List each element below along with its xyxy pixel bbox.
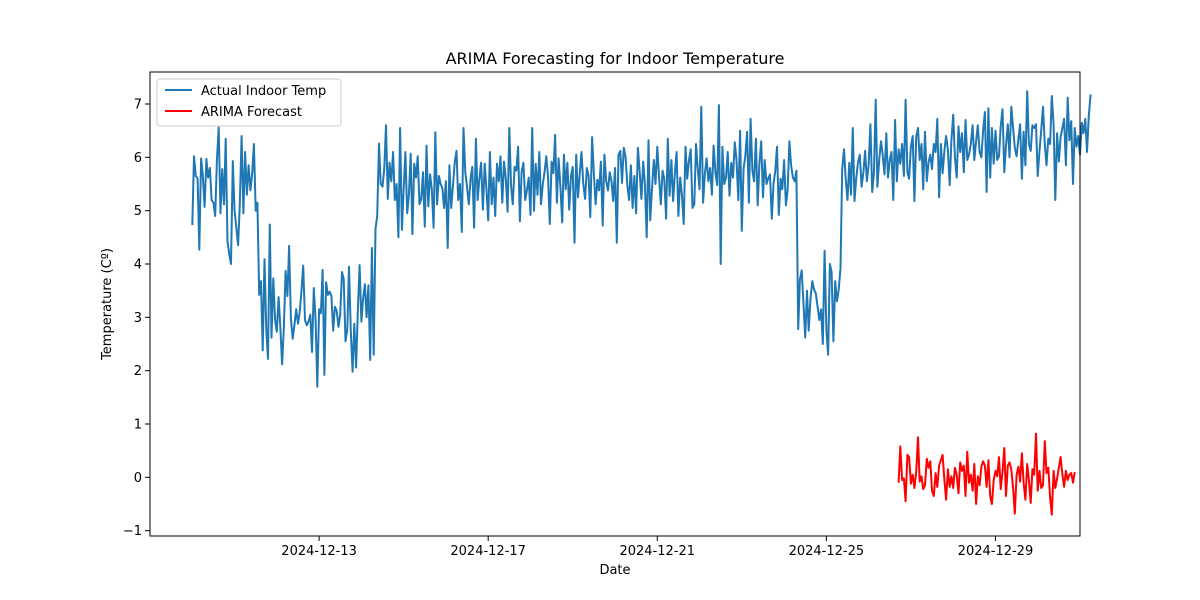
y-tick-label: 1 (134, 418, 142, 433)
x-axis-label: Date (599, 563, 630, 578)
y-tick-label: 0 (134, 471, 142, 486)
series-line-actual (191, 90, 1092, 388)
y-tick-label: 2 (134, 364, 142, 379)
x-tick-label: 2024-12-29 (958, 544, 1034, 559)
plot-frame (149, 71, 1081, 537)
legend: Actual Indoor Temp ARIMA Forecast (156, 78, 342, 127)
y-tick-label: 4 (134, 258, 142, 273)
chart-title: ARIMA Forecasting for Indoor Temperature (446, 49, 785, 68)
legend-label-forecast: ARIMA Forecast (201, 105, 302, 120)
y-axis-label: Temperature (Cº) (100, 248, 115, 361)
x-tick-label: 2024-12-21 (619, 544, 695, 559)
y-tick-label: −1 (123, 524, 142, 539)
y-tick-label: 5 (134, 204, 142, 219)
y-tick-label: 3 (134, 311, 142, 326)
x-tick-label: 2024-12-13 (281, 544, 357, 559)
x-axis: 2024-12-13 2024-12-17 2024-12-21 2024-12-25… (281, 536, 1033, 559)
series-line-forecast (897, 432, 1076, 516)
x-tick-label: 2024-12-17 (450, 544, 526, 559)
legend-box (156, 78, 342, 127)
x-tick-label: 2024-12-25 (789, 544, 865, 559)
plot-lines (191, 90, 1092, 516)
y-tick-label: 6 (134, 151, 142, 166)
y-axis: −1 0 1 2 3 4 5 6 7 (123, 98, 150, 539)
y-tick-label: 7 (134, 98, 142, 113)
legend-label-actual: Actual Indoor Temp (201, 84, 326, 99)
